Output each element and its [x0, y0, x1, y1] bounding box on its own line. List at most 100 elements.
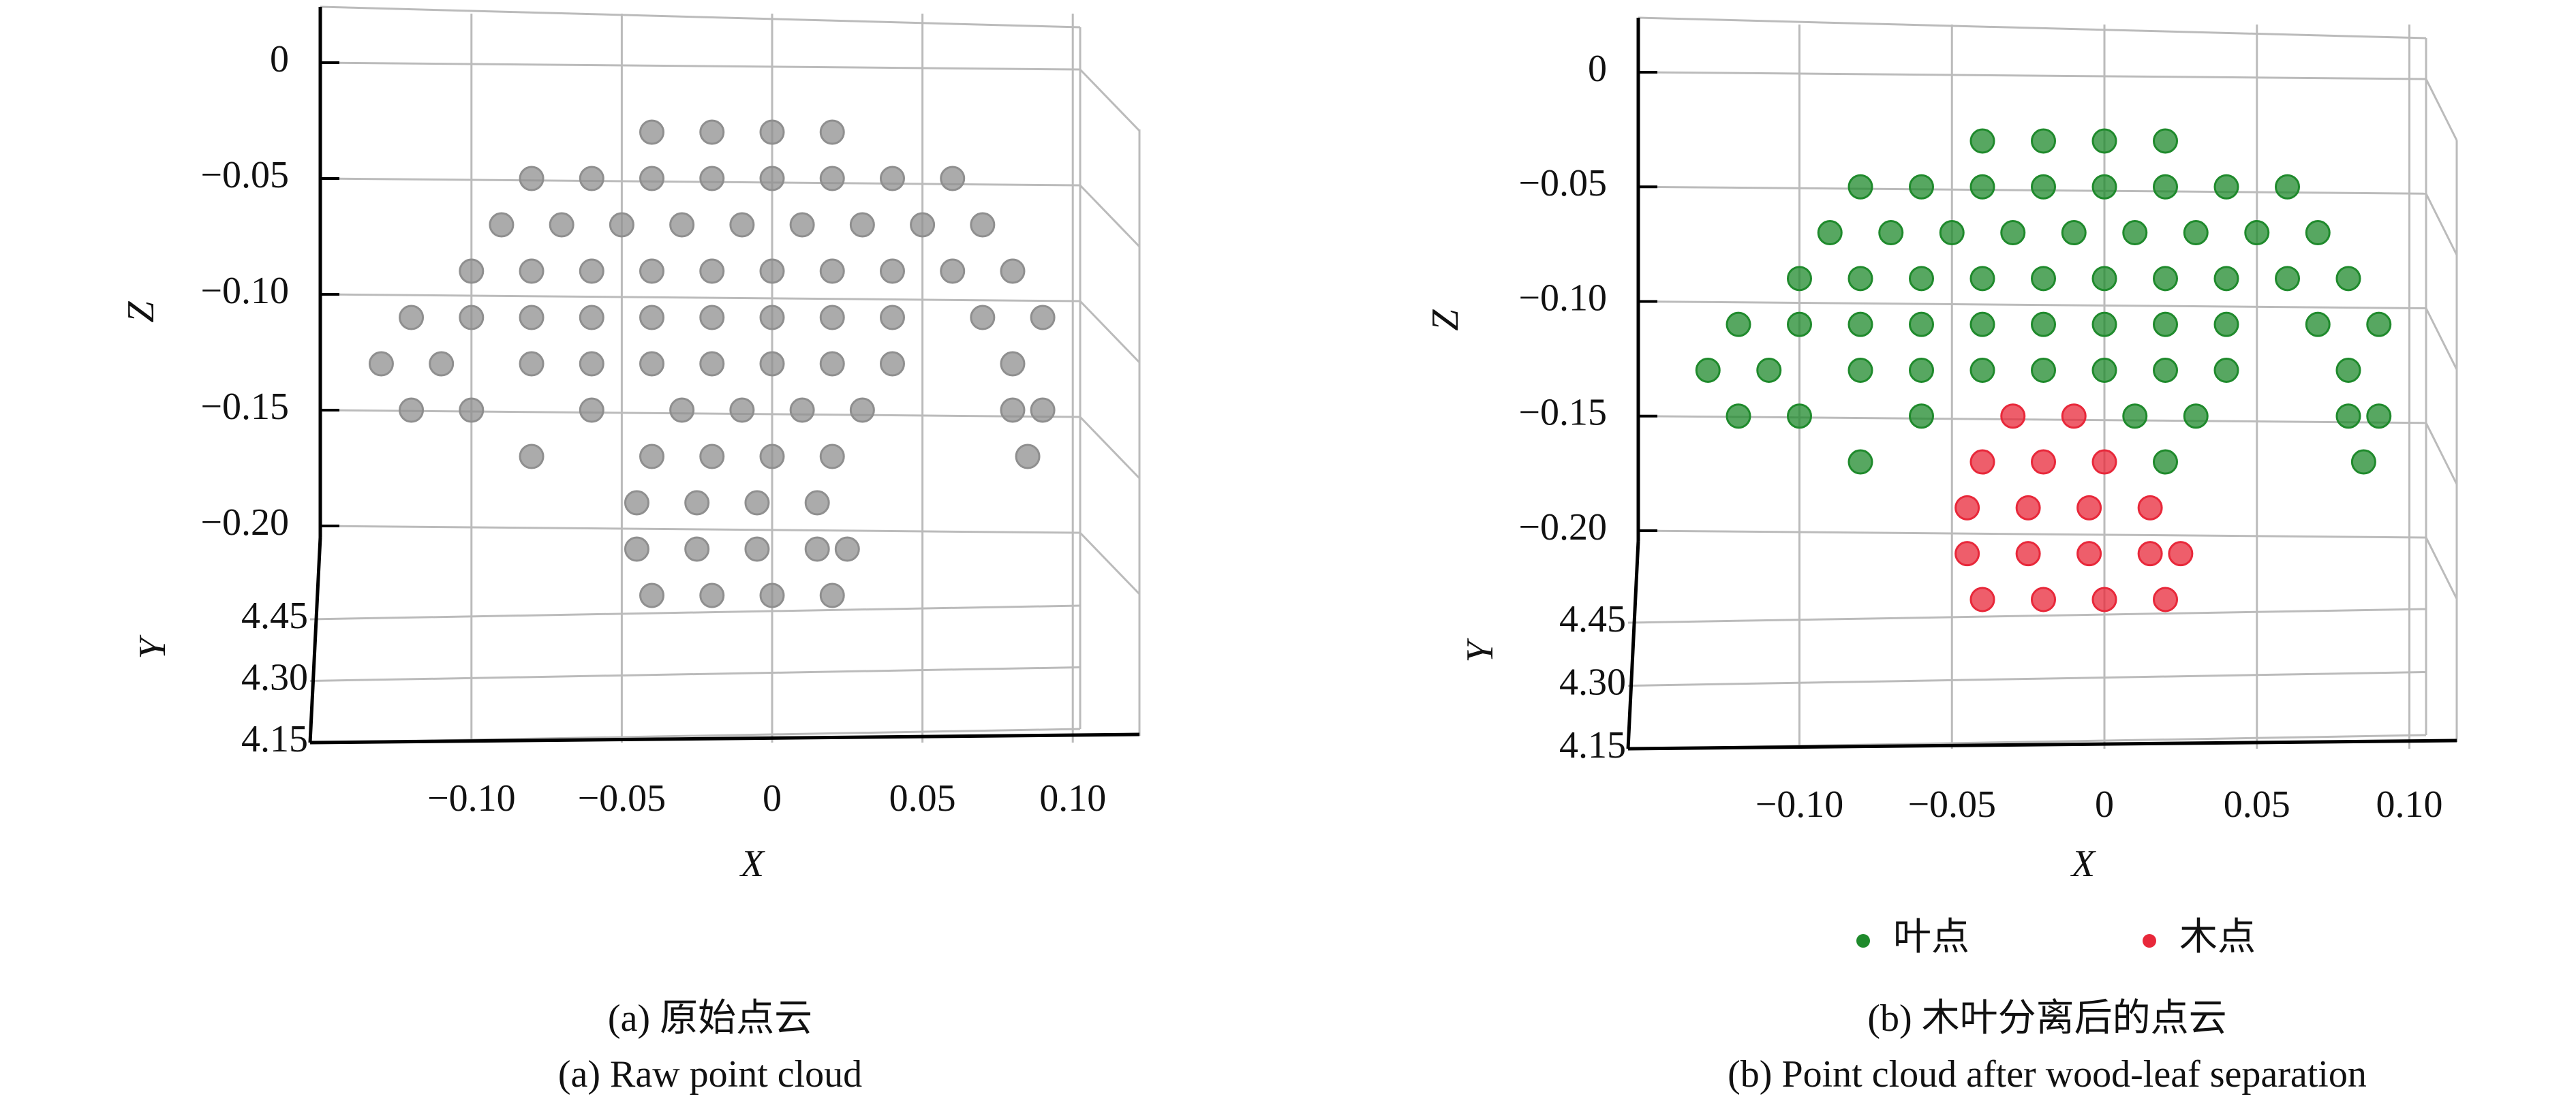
box-edge [1638, 16, 2427, 40]
z-tick-label: −0.20 [1518, 506, 1607, 548]
point [2366, 311, 2392, 337]
point [579, 258, 604, 284]
chart: −0.10 −0.05 0 0.05 0.10 0 −0.05 −0.10 −0.15 −0.20… [1424, 16, 2458, 1096]
point [669, 212, 695, 238]
point [639, 444, 665, 469]
z-grid-line [320, 525, 1081, 534]
box-edge [320, 5, 1081, 29]
y-tick-label: 4.45 [241, 595, 308, 637]
point [639, 305, 665, 330]
point [2091, 311, 2117, 337]
point [910, 212, 936, 238]
point [2350, 449, 2376, 475]
point [759, 582, 785, 608]
point [759, 258, 785, 284]
point [2305, 311, 2331, 337]
point [699, 258, 725, 284]
point [2031, 449, 2056, 475]
point [1030, 305, 1056, 330]
point [699, 582, 725, 608]
z-grid-line [2425, 422, 2458, 485]
point [970, 305, 996, 330]
point [2213, 174, 2239, 200]
z-grid-line [320, 293, 1081, 302]
point [1969, 266, 1995, 292]
point [2137, 495, 2163, 521]
point [639, 119, 665, 145]
point [519, 351, 545, 377]
point [1847, 266, 1873, 292]
point [834, 536, 860, 562]
point [1909, 266, 1934, 292]
point [804, 490, 830, 516]
point [624, 536, 649, 562]
point [2031, 357, 2056, 383]
point [459, 397, 485, 423]
y-tick-label: 4.15 [241, 718, 308, 760]
point [699, 351, 725, 377]
z-grid-line [1079, 68, 1141, 132]
point [1787, 266, 1812, 292]
point [1787, 311, 1812, 337]
point [639, 166, 665, 191]
y-axis [308, 537, 322, 743]
z-grid-line [320, 409, 1081, 418]
caption-en: (b) Point cloud after wood-leaf separati… [1728, 1053, 2367, 1096]
x-axis [1627, 739, 2457, 751]
point [519, 305, 545, 330]
point [2091, 174, 2117, 200]
y-tick-label: 4.30 [241, 656, 308, 698]
point [399, 305, 425, 330]
z-tick-label: −0.10 [1518, 277, 1607, 319]
point [2335, 403, 2361, 429]
x-axis-label: X [2070, 843, 2097, 885]
point [1847, 311, 1873, 337]
point [2153, 266, 2178, 292]
point [2213, 266, 2239, 292]
point [1000, 258, 1026, 284]
z-tick-label: −0.05 [200, 154, 289, 196]
point [2076, 541, 2102, 567]
point [879, 166, 905, 191]
z-tick-label: 0 [1588, 48, 1607, 90]
point [759, 305, 785, 330]
y-grid-line [1627, 608, 2427, 624]
x-tick-label: −0.10 [1755, 783, 1844, 826]
z-grid-line [1079, 531, 1141, 595]
point [849, 397, 875, 423]
point [1726, 311, 1751, 337]
caption: (b) 木叶分离后的点云 [1867, 997, 2226, 1040]
x-tick-label: −0.10 [427, 777, 516, 820]
point [819, 119, 845, 145]
point [1954, 495, 1980, 521]
z-grid-line [1638, 415, 2427, 424]
point [2153, 128, 2178, 154]
point [579, 397, 604, 423]
point [1909, 357, 1934, 383]
point [459, 305, 485, 330]
point [639, 258, 665, 284]
point [459, 258, 485, 284]
point [849, 212, 875, 238]
legend-marker [2143, 934, 2156, 948]
point [1000, 351, 1026, 377]
point [2031, 128, 2056, 154]
point [940, 166, 966, 191]
z-grid-line [1638, 300, 2427, 309]
point [819, 351, 845, 377]
z-tick-label: −0.05 [1518, 162, 1607, 204]
point [2366, 403, 2392, 429]
point [1787, 403, 1812, 429]
point [1878, 220, 1904, 246]
x-axis-label: X [739, 843, 766, 885]
point [2305, 220, 2331, 246]
point [1954, 541, 1980, 567]
point [1909, 403, 1934, 429]
z-axis-label: Z [120, 301, 162, 323]
point [579, 166, 604, 191]
point [940, 258, 966, 284]
point [2091, 587, 2117, 612]
x-axis [309, 732, 1140, 745]
point [2000, 220, 2026, 246]
z-grid-line [1638, 71, 2427, 80]
